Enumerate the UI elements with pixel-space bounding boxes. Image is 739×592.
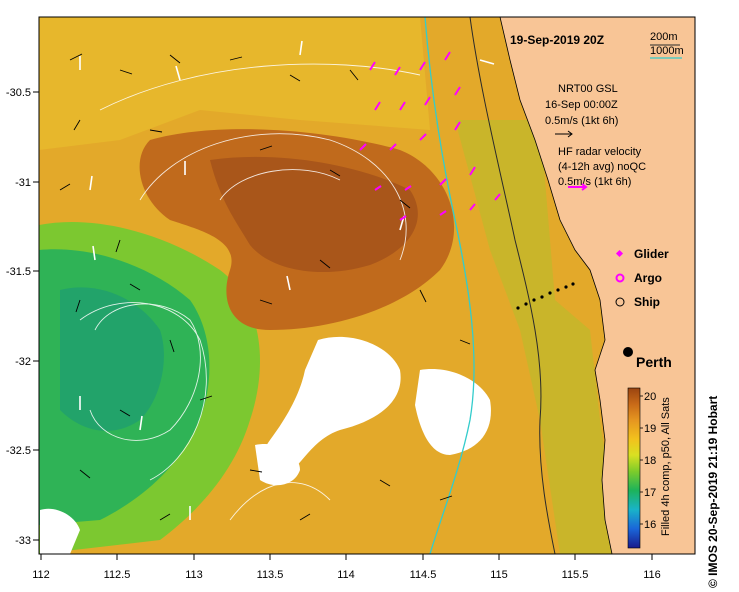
cloud-gap	[261, 336, 401, 480]
colorbar-tick-label: 20	[644, 391, 656, 403]
colorbar-tick-label: 19	[644, 423, 656, 435]
argo-legend-marker	[615, 273, 625, 283]
warm-band	[39, 17, 430, 150]
map-frame	[38, 16, 696, 555]
nrt-legend-line2: 16-Sep 00:00Z	[545, 99, 618, 111]
ship-legend-marker	[615, 297, 625, 307]
x-tick-label: 116	[643, 569, 661, 581]
credit-text: © IMOS 20-Sep-2019 21:19 Hobart	[706, 395, 720, 588]
colorbar-label: Filled 4h comp, p50, All Sats	[660, 397, 672, 536]
isobath-200m-label: 200m	[650, 31, 678, 43]
perth-marker	[623, 347, 633, 357]
y-tick-label: -33	[15, 535, 31, 547]
nrt-scale-arrow	[555, 130, 573, 138]
x-tick-label: 115.5	[562, 569, 589, 581]
warm-core-inner	[210, 156, 418, 273]
perth-label: Perth	[636, 354, 672, 370]
x-tick-label: 113.5	[257, 569, 284, 581]
x-tick-label: 114.5	[410, 569, 437, 581]
colorbar-tick-label: 18	[644, 455, 656, 467]
y-tick-label: -31	[15, 177, 31, 189]
isobath-200m	[469, 17, 556, 554]
hf-legend-scale: 0.5m/s (1kt 6h)	[558, 176, 631, 188]
isobath-1000m	[424, 17, 475, 554]
y-tick-label: -31.5	[6, 266, 31, 278]
glider-track	[516, 282, 575, 310]
argo-legend-label: Argo	[634, 271, 662, 285]
map-title: 19-Sep-2019 20Z	[510, 33, 604, 47]
hf-scale-arrow	[568, 183, 588, 191]
x-tick-label: 115	[490, 569, 508, 581]
x-tick-label: 113	[185, 569, 203, 581]
x-axis	[40, 554, 653, 560]
y-tick-label: -32.5	[6, 445, 31, 457]
shelf-strip	[455, 120, 620, 554]
cool-eddy-inner	[60, 287, 164, 431]
glider-legend-label: Glider	[634, 247, 669, 261]
hf-legend-line2: (4-12h avg) noQC	[558, 161, 646, 173]
nrt-legend-scale: 0.5m/s (1kt 6h)	[545, 115, 618, 127]
colorbar-tick-label: 17	[644, 487, 656, 499]
x-tick-label: 114	[337, 569, 355, 581]
y-tick-label: -32	[15, 356, 31, 368]
colorbar-ticks	[640, 395, 643, 525]
y-tick-label: -30.5	[6, 87, 31, 99]
cloud-gap	[415, 369, 491, 455]
y-axis	[33, 91, 39, 541]
x-tick-label: 112.5	[104, 569, 131, 581]
isobath-1000m-label: 1000m	[650, 45, 684, 57]
glider-legend-marker	[615, 249, 624, 258]
cloud-gap	[255, 444, 300, 486]
colorbar	[627, 387, 641, 549]
x-tick-label: 112	[32, 569, 50, 581]
nrt-legend-line1: NRT00 GSL	[558, 83, 618, 95]
ship-legend-label: Ship	[634, 295, 660, 309]
colorbar-tick-label: 16	[644, 519, 656, 531]
hf-legend-line1: HF radar velocity	[558, 146, 642, 158]
cloud-gap	[40, 508, 80, 554]
